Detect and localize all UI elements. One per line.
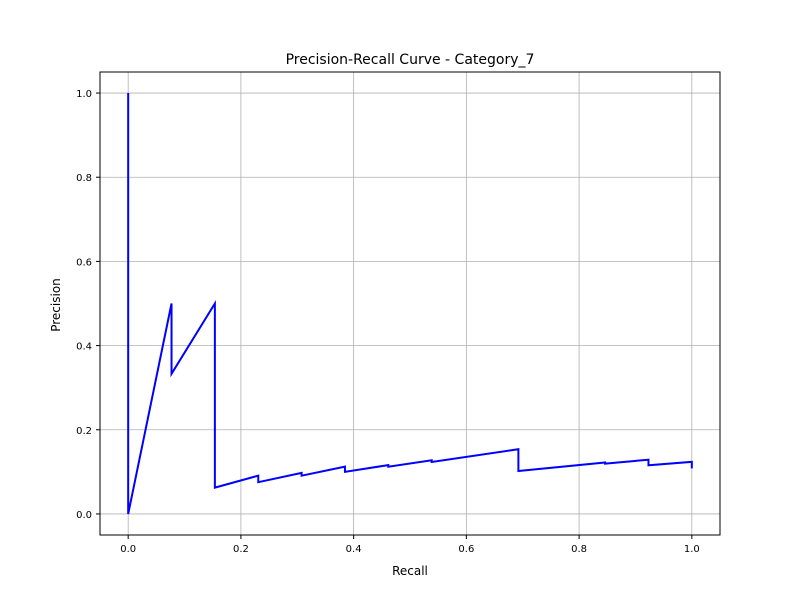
x-axis-label: Recall [392,564,428,578]
y-tick-label: 1.0 [76,89,92,100]
grid-lines [100,72,720,535]
x-tick-label: 0.0 [120,544,136,555]
pr-curve-line [127,93,693,515]
y-tick-label: 0.8 [76,173,92,184]
y-tick-label: 0.2 [76,426,92,437]
x-tick-label: 0.4 [346,544,362,555]
x-tick-label: 1.0 [684,544,700,555]
y-tick-label: 0.0 [76,510,92,521]
x-tick-label: 0.2 [233,544,249,555]
y-tick-label: 0.6 [76,257,92,268]
chart-title: Precision-Recall Curve - Category_7 [286,52,535,68]
plot-area-frame [99,71,721,536]
y-tick-label: 0.4 [76,342,92,353]
series-group [127,93,693,515]
x-tick-label: 0.6 [458,544,474,555]
x-tick-label: 0.8 [571,544,587,555]
x-axis-ticks: 0.0 0.2 0.4 0.6 0.8 1.0 [120,535,700,555]
y-axis-ticks: 0.0 0.2 0.4 0.6 0.8 1.0 [76,89,100,521]
y-axis-label: Precision [49,278,63,332]
